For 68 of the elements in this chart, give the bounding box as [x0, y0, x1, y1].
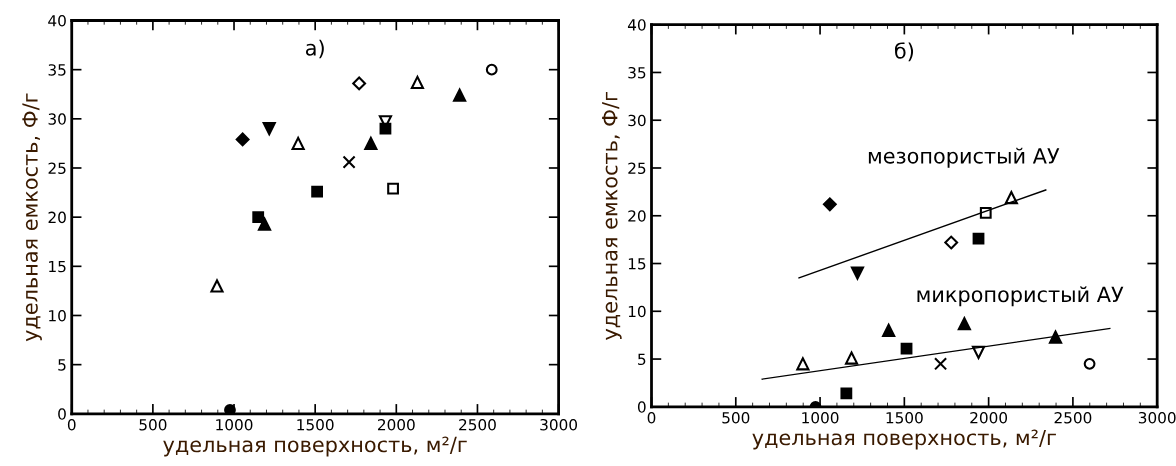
- point: [485, 63, 498, 76]
- y-tick-label: 35: [628, 66, 646, 79]
- y-tick-label: 25: [48, 162, 66, 175]
- x-tick-label: 2000: [377, 418, 415, 431]
- y-axis-title: удельная емкость, Ф/г: [602, 92, 622, 340]
- point: [210, 279, 224, 293]
- x-tick-label: 3000: [540, 418, 578, 431]
- y-tick-label: 35: [48, 64, 66, 76]
- y-tick-label: 40: [627, 19, 646, 31]
- y-tick-label: 15: [49, 260, 66, 273]
- series-label: микропористый АУ: [917, 286, 1124, 307]
- point: [387, 182, 399, 195]
- x-tick-label: 1000: [216, 418, 253, 431]
- x-tick-label: 3000: [1138, 411, 1176, 424]
- point: [933, 357, 948, 371]
- point: [882, 323, 896, 337]
- text: а): [305, 39, 324, 59]
- x-axis-title: удельная поверхность, м²/г: [752, 429, 1056, 450]
- y-tick-label: 5: [638, 353, 646, 366]
- x-tick-label: 1500: [297, 418, 334, 431]
- point: [844, 351, 859, 365]
- point: [257, 217, 272, 231]
- point: [252, 211, 265, 224]
- point: [1083, 357, 1096, 370]
- x-axis-title: удельная поверхность, м²/г: [163, 436, 467, 457]
- y-tick-label: 30: [628, 114, 646, 127]
- point: [262, 122, 276, 136]
- point: [379, 122, 392, 135]
- x-tick-label: 0: [647, 411, 656, 424]
- point: [850, 266, 865, 280]
- y-tick-label: 5: [58, 359, 66, 371]
- point: [900, 342, 913, 355]
- point: [453, 88, 467, 102]
- text: б): [895, 42, 914, 62]
- x-tick-label: 0: [67, 418, 76, 431]
- y-tick-label: 40: [48, 14, 66, 27]
- y-tick-label: 15: [628, 258, 646, 270]
- point: [342, 155, 356, 169]
- y-tick-label: 10: [628, 305, 646, 318]
- x-tick-label: 2500: [459, 418, 496, 431]
- point: [352, 76, 367, 91]
- point: [1048, 330, 1063, 344]
- point: [311, 185, 324, 198]
- point: [796, 357, 810, 371]
- y-axis-title: удельная емкость, Ф/г: [22, 93, 42, 342]
- point: [840, 387, 853, 400]
- x-tick-label: 500: [139, 418, 167, 431]
- point: [410, 75, 425, 90]
- series-label: мезопористый АУ: [868, 147, 1060, 168]
- point: [944, 235, 959, 250]
- x-tick-label: 2000: [970, 411, 1008, 424]
- x-tick-label: 2500: [1054, 411, 1092, 424]
- y-tick-label: 20: [48, 211, 66, 224]
- point: [224, 403, 236, 414]
- point: [235, 132, 250, 147]
- point: [291, 136, 305, 151]
- point: [822, 197, 837, 212]
- point: [957, 317, 971, 331]
- y-tick-label: 30: [48, 113, 66, 125]
- y-tick-label: 20: [628, 210, 646, 222]
- y-tick-label: 10: [49, 309, 66, 322]
- x-tick-label: 500: [722, 411, 750, 424]
- point: [972, 232, 985, 245]
- y-tick-label: 0: [637, 401, 646, 413]
- x-tick-label: 1000: [802, 411, 839, 424]
- point: [364, 136, 378, 151]
- y-tick-label: 25: [628, 162, 646, 175]
- x-tick-label: 1500: [886, 411, 923, 424]
